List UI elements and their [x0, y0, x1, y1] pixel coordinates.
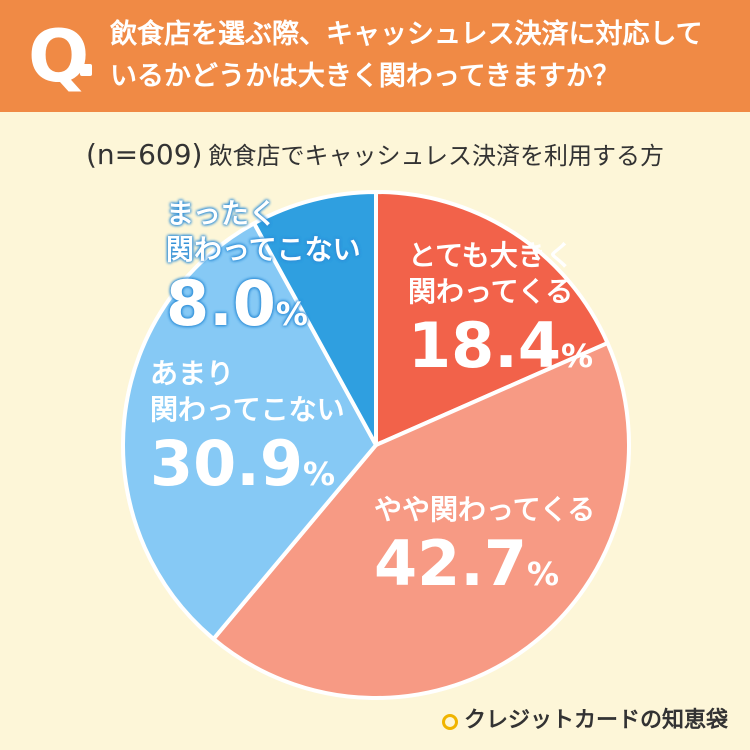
slice-label-not-at-all: まったく 関わってこない 8.0% [166, 196, 361, 350]
slice-label-not-at-all-line2: 関わってこない [166, 233, 361, 266]
brand-name: クレジットカードの知恵袋 [463, 708, 728, 733]
question-line-2: いるかどうかは大きく関わってきますか？ [110, 61, 620, 92]
pie-slice-somewhat [211, 341, 631, 700]
subtitle-text: 飲食店でキャッシュレス決済を利用する方 [208, 142, 665, 170]
q-dot [80, 64, 92, 76]
slice-label-very-much-line1: とても大きく [408, 239, 574, 272]
slice-value-very-much-num: 18.4 [408, 309, 561, 382]
slice-label-very-much-line2: 関わってくる [408, 275, 574, 308]
slice-value-very-much: 18.4% [408, 310, 593, 392]
slice-value-not-much: 30.9% [150, 428, 345, 510]
slice-value-not-at-all-unit: % [275, 295, 308, 333]
sample-size: (n=609) [85, 138, 203, 171]
slice-value-not-much-num: 30.9 [150, 427, 303, 500]
slice-label-very-much: とても大きく 関わってくる 18.4% [408, 238, 593, 392]
slice-label-not-much-line1: あまり [150, 357, 235, 390]
question-line-1: 飲食店を選ぶ際、キャッシュレス決済に対応して [110, 19, 703, 50]
slice-label-not-much-line2: 関わってこない [150, 393, 345, 426]
pie-slice-not-at-all [252, 190, 378, 447]
question-header: Q 飲食店を選ぶ際、キャッシュレス決済に対応して いるかどうかは大きく関わってき… [0, 0, 750, 112]
question-text: 飲食店を選ぶ際、キャッシュレス決済に対応して いるかどうかは大きく関わってきます… [110, 14, 740, 98]
slice-label-somewhat-line1: やや関わってくる [374, 493, 596, 526]
slice-value-not-much-unit: % [302, 455, 336, 493]
slice-label-somewhat: やや関わってくる 42.7% [374, 492, 595, 610]
slice-label-not-much: あまり 関わってこない 30.9% [150, 356, 345, 510]
slice-label-not-at-all-line1: まったく [166, 197, 277, 230]
slice-value-somewhat-num: 42.7 [374, 527, 527, 600]
q-mark: Q [28, 14, 90, 98]
slice-value-somewhat: 42.7% [374, 528, 595, 610]
slice-value-not-at-all: 8.0% [166, 268, 361, 350]
chart-subtitle: (n=609) 飲食店でキャッシュレス決済を利用する方 [0, 136, 750, 171]
slice-value-very-much-unit: % [560, 337, 594, 375]
pie-slice-very-much [374, 190, 610, 447]
slice-value-somewhat-unit: % [526, 555, 560, 593]
lightbulb-icon [441, 714, 458, 730]
slice-value-not-at-all-num: 8.0 [166, 267, 276, 340]
brand-logo: クレジットカードの知恵袋 [441, 702, 728, 734]
pie-slice-not-much [121, 221, 378, 641]
